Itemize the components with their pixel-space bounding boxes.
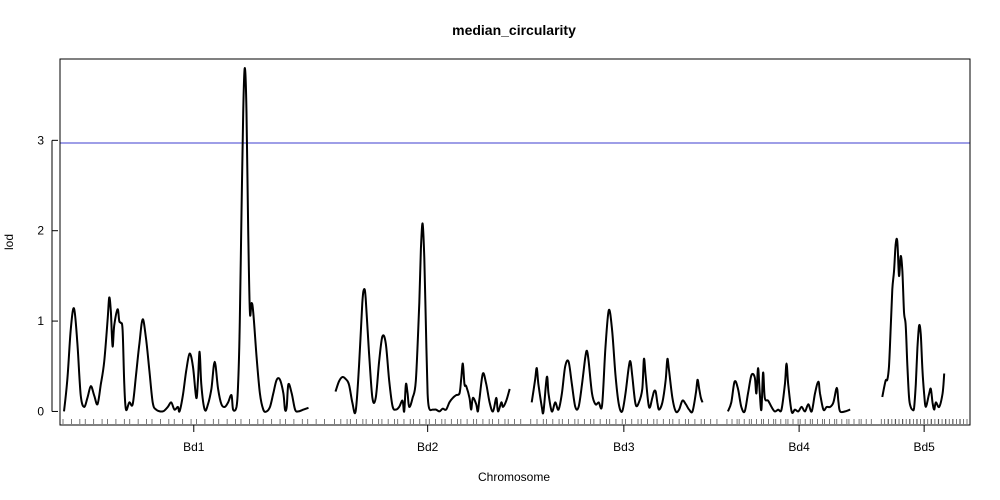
x-axis: Bd1 Bd2 Bd3 Bd4 Bd5 xyxy=(183,425,935,454)
y-tick-label: 1 xyxy=(37,314,44,328)
x-tick-label: Bd4 xyxy=(788,440,810,454)
plot-frame xyxy=(59,58,971,426)
lod-curve-bd2 xyxy=(334,222,511,415)
y-tick-label: 2 xyxy=(37,224,44,238)
lod-curves xyxy=(63,67,946,415)
x-axis-label: Chromosome xyxy=(478,470,550,484)
lod-curve-bd1 xyxy=(63,67,309,413)
x-tick-label: Bd5 xyxy=(913,440,935,454)
y-axis: 0 1 2 3 xyxy=(37,133,58,418)
x-tick-label: Bd2 xyxy=(417,440,439,454)
chart-title: median_circularity xyxy=(452,22,576,38)
y-axis-label: lod xyxy=(2,234,16,250)
lod-curve-bd5 xyxy=(881,237,946,412)
x-tick-label: Bd1 xyxy=(183,440,205,454)
y-tick-label: 3 xyxy=(37,133,44,147)
lod-curve-bd4 xyxy=(726,362,851,414)
x-tick-label: Bd3 xyxy=(613,440,635,454)
marker-rug xyxy=(62,419,968,424)
lod-curve-bd3 xyxy=(530,308,704,415)
y-tick-label: 0 xyxy=(37,404,44,418)
